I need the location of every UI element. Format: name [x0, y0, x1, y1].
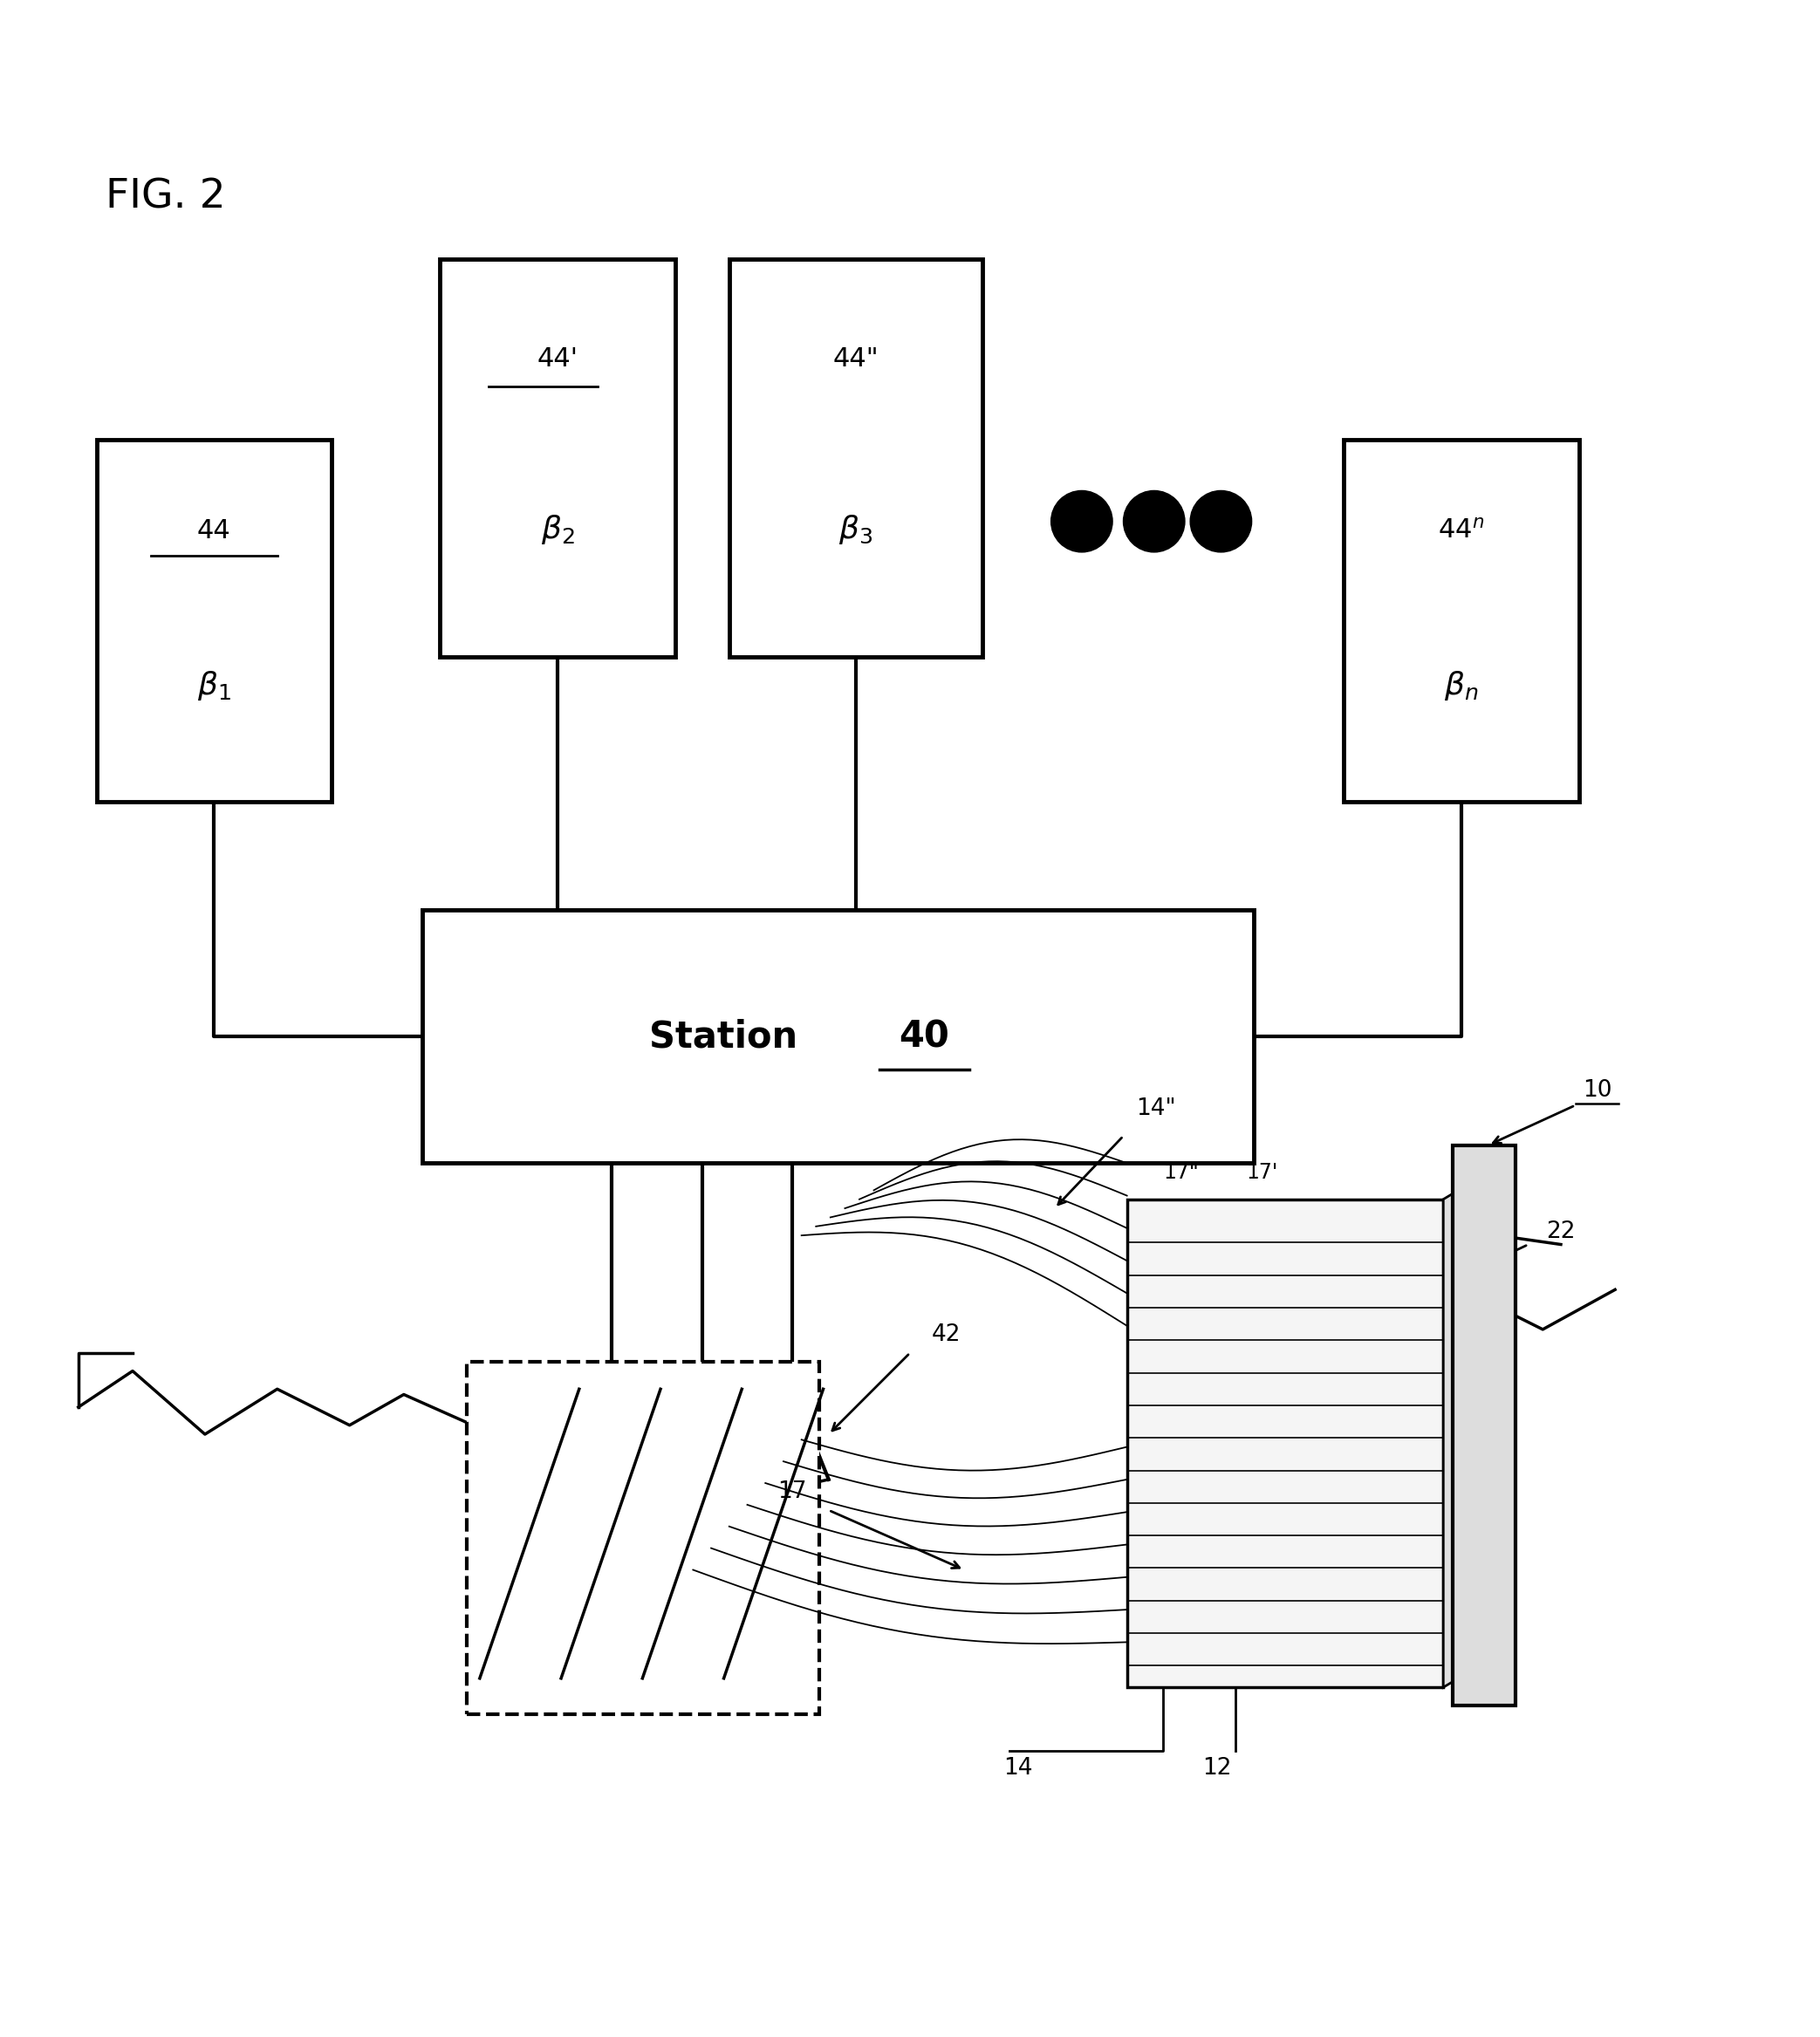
Text: $\beta_2$: $\beta_2$ — [541, 513, 575, 546]
Text: 17": 17" — [1163, 1161, 1199, 1183]
Text: 40: 40 — [899, 1018, 950, 1055]
Text: 42: 42 — [932, 1324, 961, 1346]
Text: 14": 14" — [1136, 1098, 1176, 1120]
Bar — [440, 259, 675, 658]
Text: 10: 10 — [1582, 1080, 1611, 1102]
Bar — [422, 911, 1254, 1163]
Text: 17': 17' — [1247, 1161, 1278, 1183]
Bar — [1452, 1145, 1516, 1705]
Text: 44': 44' — [537, 346, 579, 371]
Circle shape — [1050, 491, 1112, 552]
Bar — [730, 259, 983, 658]
Text: Station: Station — [650, 1018, 810, 1055]
Text: 44: 44 — [197, 517, 231, 544]
Circle shape — [1123, 491, 1185, 552]
Bar — [1343, 440, 1580, 803]
Text: 44$^n$: 44$^n$ — [1438, 517, 1485, 544]
Text: $\beta_3$: $\beta_3$ — [839, 513, 874, 546]
Circle shape — [1190, 491, 1252, 552]
Text: $\beta_1$: $\beta_1$ — [197, 670, 231, 703]
Text: 17: 17 — [777, 1481, 806, 1503]
Polygon shape — [1443, 1171, 1489, 1687]
Bar — [96, 440, 331, 803]
Text: FIG. 2: FIG. 2 — [106, 177, 226, 218]
Text: 12: 12 — [1203, 1758, 1232, 1780]
Text: 14: 14 — [1005, 1758, 1034, 1780]
Bar — [1127, 1200, 1443, 1687]
Bar — [468, 1363, 819, 1715]
Text: $\beta_n$: $\beta_n$ — [1445, 670, 1478, 703]
Text: 44": 44" — [834, 346, 879, 371]
Text: 22: 22 — [1547, 1220, 1576, 1243]
